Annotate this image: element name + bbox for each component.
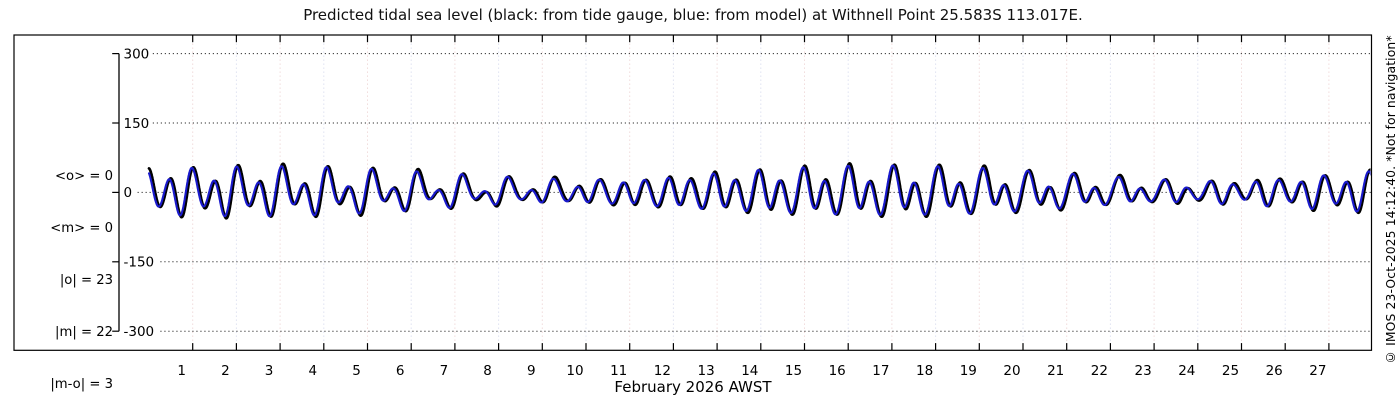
y-tick-label: -150 [124, 255, 155, 271]
x-tick-label: 11 [610, 363, 627, 379]
stats-panel: <o> = 0 <m> = 0 |o| = 23 |m| = 22 |m-o| … [0, 133, 113, 400]
plot-border [13, 34, 1373, 351]
x-tick-label: 20 [1003, 363, 1020, 379]
x-tick-label: 7 [440, 363, 449, 379]
x-tick-label: 17 [872, 363, 889, 379]
x-tick-label: 25 [1222, 363, 1239, 379]
chart-title: Predicted tidal sea level (black: from t… [303, 6, 1083, 24]
x-tick-label: 14 [741, 363, 758, 379]
stats-line-abs-diff: |m-o| = 3 [50, 376, 113, 392]
x-tick-label: 10 [566, 363, 583, 379]
y-tick-label: -300 [124, 324, 155, 340]
y-tick-label: 0 [124, 185, 133, 201]
y-tick-label: 300 [124, 46, 150, 62]
x-tick-label: 21 [1047, 363, 1064, 379]
stats-line-mean-obs: <o> = 0 [55, 168, 113, 184]
x-tick-label: 27 [1309, 363, 1326, 379]
x-tick-label: 23 [1135, 363, 1152, 379]
x-tick-label: 22 [1091, 363, 1108, 379]
x-tick-label: 26 [1266, 363, 1283, 379]
x-tick-label: 24 [1178, 363, 1195, 379]
x-tick-label: 4 [309, 363, 318, 379]
stats-line-abs-obs: |o| = 23 [59, 272, 113, 288]
x-tick-label: 1 [177, 363, 186, 379]
x-tick-label: 9 [527, 363, 536, 379]
x-tick-label: 13 [698, 363, 715, 379]
x-tick-label: 6 [396, 363, 405, 379]
model-curve [147, 164, 1371, 218]
x-tick-label: 5 [352, 363, 361, 379]
stats-line-abs-model: |m| = 22 [55, 324, 113, 340]
watermark-vertical: © IMOS 23-Oct-2025 14:12:40. *Not for na… [1383, 35, 1398, 365]
x-tick-label: 16 [829, 363, 846, 379]
x-axis-label: February 2026 AWST [614, 378, 772, 396]
x-tick-label: 12 [654, 363, 671, 379]
x-tick-label: 3 [265, 363, 274, 379]
stats-line-mean-model: <m> = 0 [50, 220, 113, 236]
x-tick-label: 2 [221, 363, 230, 379]
x-tick-label: 18 [916, 363, 933, 379]
tide-gauge-curve [147, 162, 1371, 220]
x-tick-label: 8 [483, 363, 492, 379]
x-tick-label: 15 [785, 363, 802, 379]
y-tick-label: 150 [124, 116, 150, 132]
x-tick-label: 19 [960, 363, 977, 379]
